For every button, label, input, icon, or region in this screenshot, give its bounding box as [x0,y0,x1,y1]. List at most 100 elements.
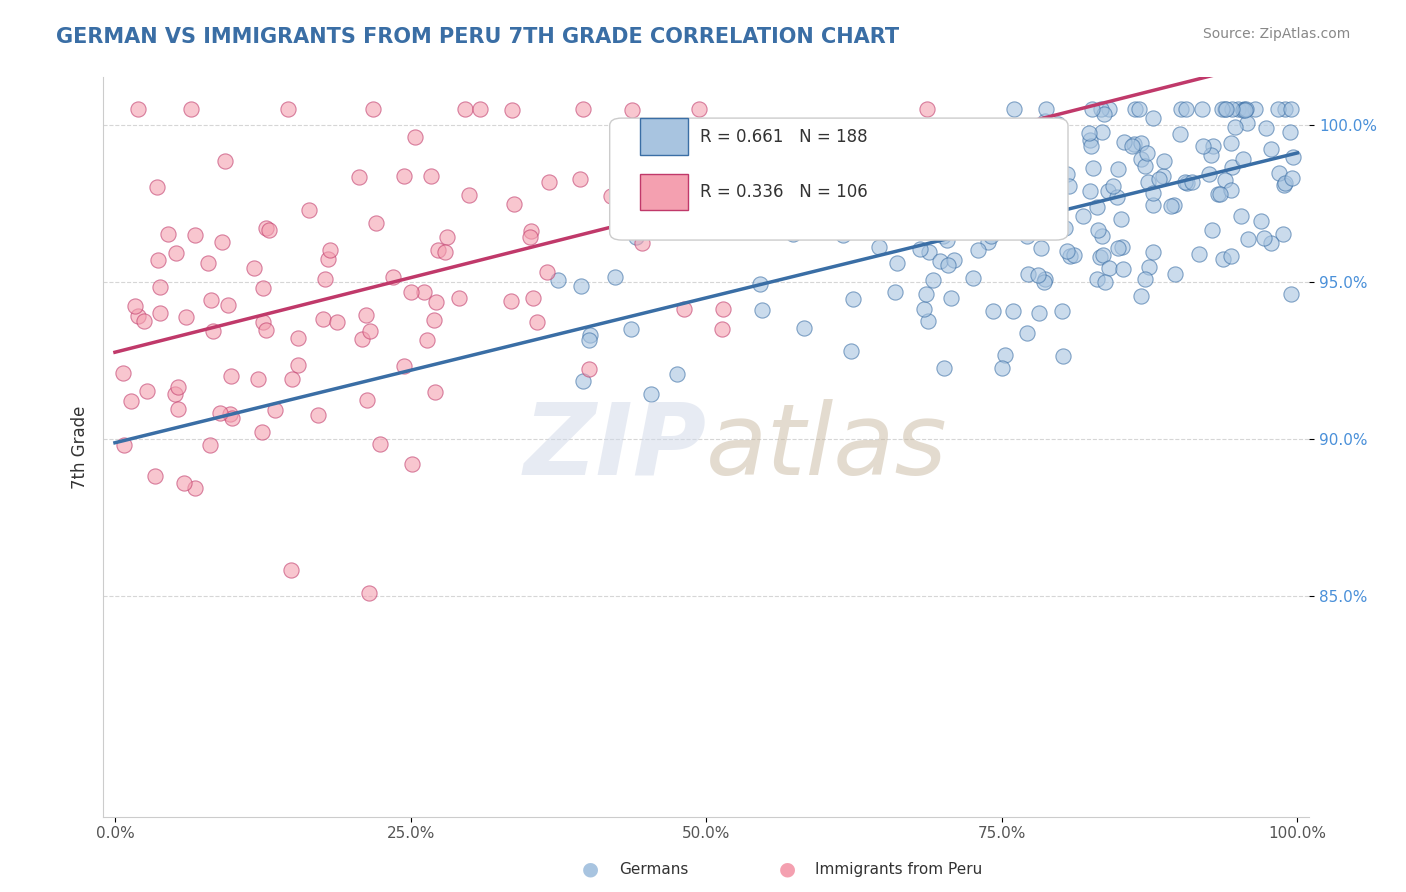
Point [1168,127,1191,141]
Point [977,235,1000,250]
Point [1213,173,1236,187]
Point [908,243,931,257]
Point [202,324,225,338]
Point [1142,112,1164,126]
Point [572,102,595,116]
Point [1164,267,1187,281]
Point [976,184,998,198]
Point [578,328,600,343]
Point [413,285,436,299]
Point [995,185,1018,199]
Point [163,387,186,401]
Point [165,246,187,260]
Point [256,323,278,337]
Point [359,586,381,600]
Point [1017,229,1039,244]
Point [1147,172,1170,186]
Point [1057,179,1080,194]
Point [578,334,600,348]
Point [146,253,169,268]
Point [401,457,423,471]
Point [1152,169,1174,184]
Text: ●: ● [582,859,599,878]
Point [994,348,1017,362]
Point [359,324,381,338]
Point [1268,166,1291,180]
Point [1281,171,1303,186]
Point [915,286,938,301]
Point [1250,214,1272,228]
Point [1130,152,1153,166]
Point [180,102,202,116]
Point [620,322,643,336]
Point [915,102,938,116]
Point [1220,136,1243,150]
Point [711,322,734,336]
Point [318,252,340,266]
Point [399,285,422,300]
Point [1271,227,1294,242]
Point [1078,132,1101,146]
Point [214,154,236,169]
Point [1160,199,1182,213]
Point [1181,175,1204,189]
Point [1279,286,1302,301]
Point [209,406,232,420]
Point [1092,107,1115,121]
Point [877,201,900,215]
Point [1137,175,1160,189]
Point [1111,240,1133,254]
Point [1019,152,1042,166]
Point [157,227,180,241]
Point [254,220,277,235]
Y-axis label: 7th Grade: 7th Grade [72,405,89,489]
Point [184,481,207,495]
Point [903,204,925,219]
Point [280,563,302,577]
Point [782,227,804,242]
Point [263,403,285,417]
Point [941,291,963,305]
Point [1047,117,1070,131]
Point [314,272,336,286]
Point [1107,241,1129,255]
Point [221,411,243,425]
Point [368,437,391,451]
Text: Germans: Germans [619,863,688,877]
Point [688,102,710,116]
Text: R = 0.661   N = 188: R = 0.661 N = 188 [700,128,868,145]
Point [392,359,415,373]
Text: Source: ZipAtlas.com: Source: ZipAtlas.com [1202,27,1350,41]
Point [1112,261,1135,276]
Point [1234,103,1257,117]
Point [352,331,374,345]
Point [1092,248,1115,262]
Point [1010,161,1032,175]
Point [468,102,491,116]
Point [1133,159,1156,173]
Point [1097,184,1119,198]
Point [665,367,688,381]
Bar [640,118,688,155]
Point [1142,198,1164,212]
Point [868,240,890,254]
Point [1004,102,1026,116]
Point [416,334,439,348]
Point [1109,211,1132,226]
Point [672,301,695,316]
Point [793,321,815,335]
Point [120,394,142,409]
Point [991,361,1014,376]
Point [647,220,669,235]
Point [1098,260,1121,275]
Point [648,150,671,164]
Point [1201,223,1223,237]
Point [319,243,342,257]
Point [1260,142,1282,156]
Point [1091,125,1114,139]
Point [246,372,269,386]
Point [537,175,560,189]
Point [631,235,654,250]
Point [1035,102,1057,116]
Point [1175,176,1198,190]
